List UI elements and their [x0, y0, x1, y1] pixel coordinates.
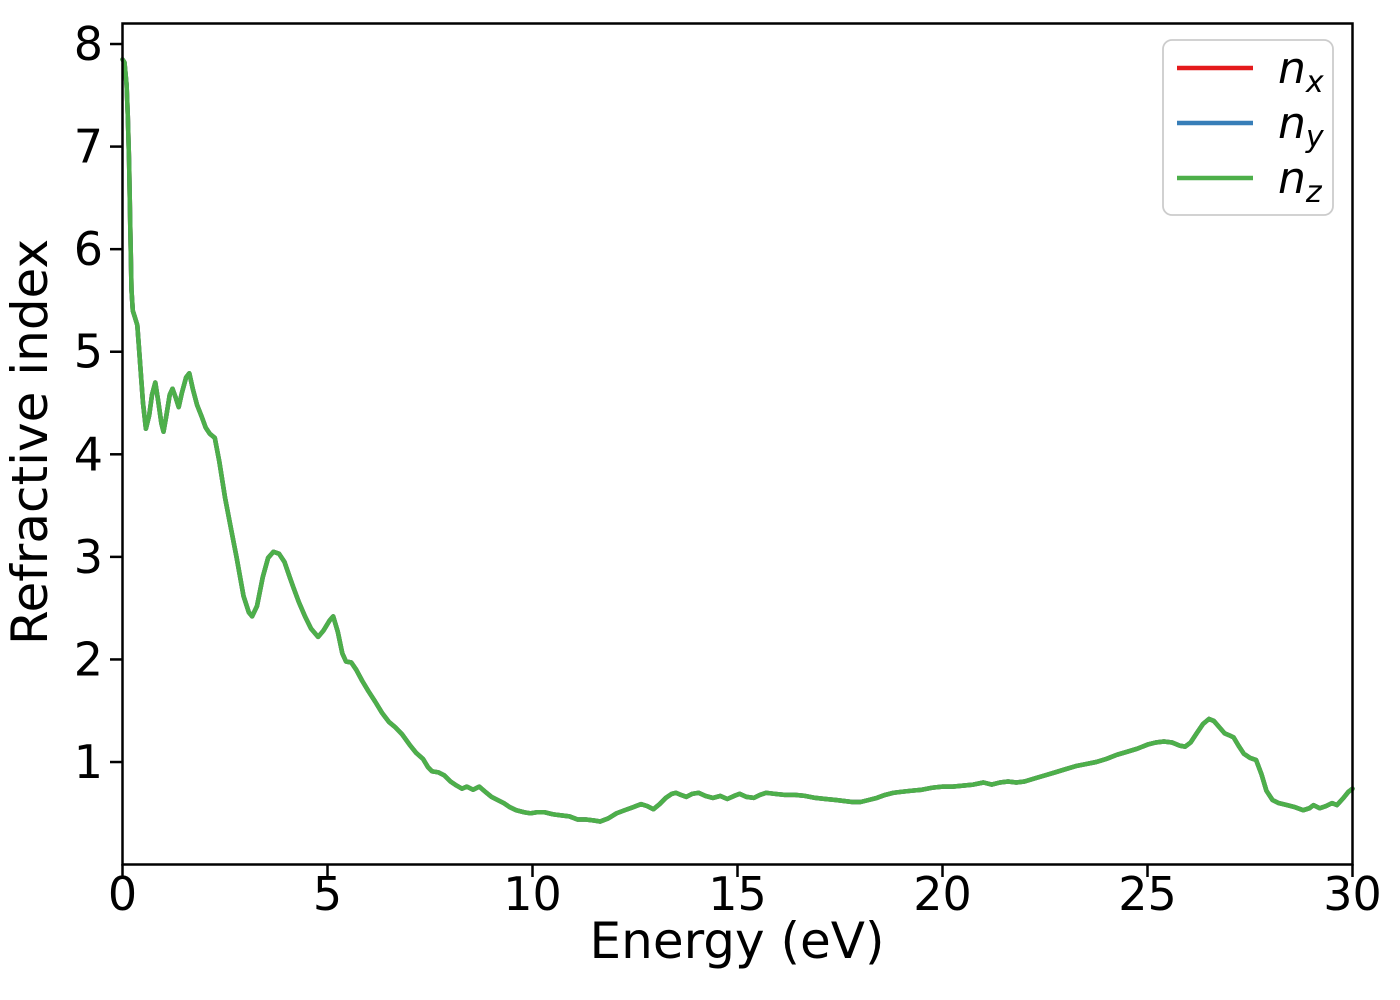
series-line-nz [120, 57, 1355, 824]
x-tick-label-0: 0 [108, 867, 137, 921]
axes-layer: 0 5 10 15 20 25 30 1 2 3 4 5 6 7 8 [74, 17, 1382, 921]
x-tick-label-25: 25 [1118, 867, 1177, 921]
x-tick-label-20: 20 [913, 867, 972, 921]
x-tick-label-10: 10 [503, 867, 562, 921]
x-tick-label-15: 15 [708, 867, 767, 921]
x-tick-label-5: 5 [313, 867, 342, 921]
series-layer [120, 57, 1355, 824]
y-tick-label-3: 3 [74, 530, 103, 584]
y-tick-label-4: 4 [74, 427, 103, 481]
legend-label-nz: nz [1278, 153, 1323, 210]
legend-label-nx: nx [1278, 43, 1324, 100]
legend-label-ny: ny [1278, 98, 1325, 155]
y-tick-label-8: 8 [74, 17, 103, 71]
legend-box [1162, 39, 1334, 216]
x-axis-label: Energy (eV) [590, 912, 885, 970]
y-axis-label: Refractive index [1, 239, 59, 645]
y-tick-label-5: 5 [74, 325, 103, 379]
x-tick-label-30: 30 [1323, 867, 1382, 921]
y-tick-label-2: 2 [74, 632, 103, 686]
y-tick-label-1: 1 [74, 735, 103, 789]
y-tick-label-7: 7 [74, 120, 103, 174]
y-tick-label-6: 6 [74, 222, 103, 276]
